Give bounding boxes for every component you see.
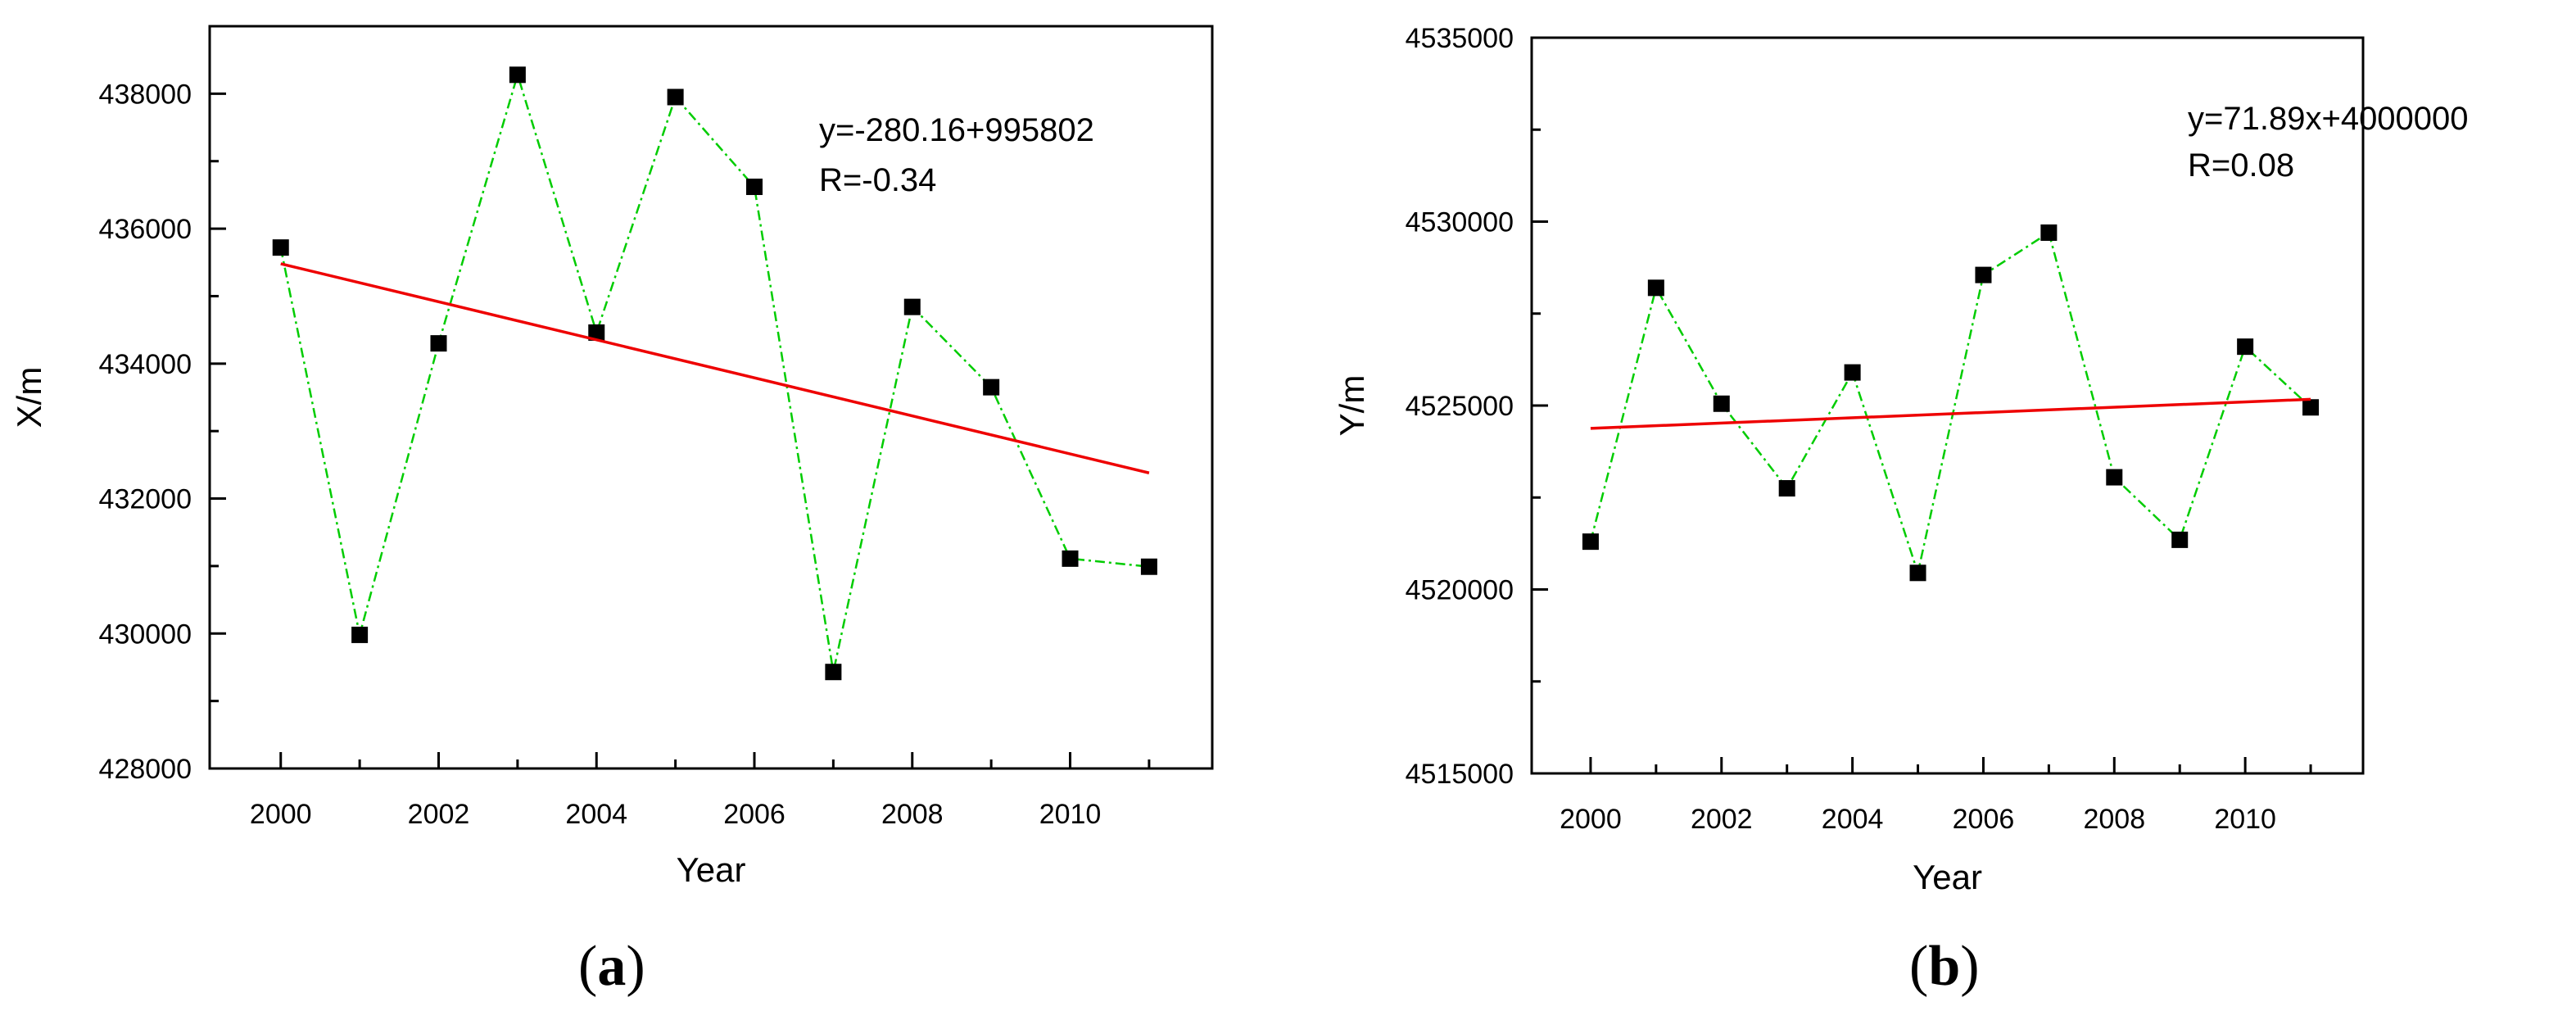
y-tick-label: 430000 — [99, 619, 192, 650]
y-tick-label: 428000 — [99, 754, 192, 785]
x-tick-label: 2004 — [565, 799, 627, 830]
data-point — [1140, 558, 1157, 575]
y-tick-label: 438000 — [99, 79, 192, 110]
x-axis-label: Year — [677, 850, 746, 889]
data-point — [746, 179, 763, 196]
chart-b: 2000 2002 2004 2006 2008 2010 4515000 4520000 45… — [1333, 23, 2469, 896]
regression-equation: y=71.89x+4000000 — [2188, 101, 2469, 137]
series-line — [279, 70, 1150, 673]
fit-line — [1590, 397, 2311, 430]
y-axis-label: X/m — [10, 367, 48, 428]
y-tick-label: 4520000 — [1406, 575, 1514, 606]
x-tick-label: 2006 — [1953, 804, 2015, 835]
data-point — [2302, 399, 2320, 416]
x-tick-label: 2008 — [2083, 804, 2145, 835]
data-point — [588, 324, 605, 341]
x-axis-label: Year — [1913, 858, 1982, 896]
data-point — [667, 88, 684, 106]
x-tick-label: 2004 — [1822, 804, 1884, 835]
x-tick-label: 2000 — [1560, 804, 1622, 835]
x-tick-label: 2006 — [723, 799, 785, 830]
data-point — [1778, 480, 1795, 497]
y-tick-label: 4525000 — [1406, 391, 1514, 422]
data-point — [825, 664, 842, 681]
data-point — [2040, 224, 2058, 241]
data-point — [1582, 533, 1599, 551]
panel-label-a: (a) — [578, 935, 645, 998]
data-point — [2237, 338, 2254, 356]
data-point — [509, 66, 526, 84]
y-tick-label: 4530000 — [1406, 207, 1514, 238]
y-tick-label: 434000 — [99, 349, 192, 380]
plot-frame — [208, 25, 1214, 770]
y-tick-label: 436000 — [99, 214, 192, 245]
panel-label-b: (b) — [1909, 935, 1980, 998]
series-line — [1589, 231, 2311, 578]
data-point — [903, 298, 921, 315]
y-axis-label: Y/m — [1333, 375, 1371, 437]
correlation-coefficient: R=-0.34 — [819, 162, 936, 198]
y-tick-label: 4515000 — [1406, 759, 1514, 790]
data-point — [983, 379, 1000, 396]
data-point — [272, 239, 289, 256]
data-point — [2171, 531, 2189, 548]
correlation-coefficient: R=0.08 — [2188, 147, 2294, 184]
data-point — [1713, 395, 1730, 412]
y-tick-label: 432000 — [99, 484, 192, 515]
x-tick-label: 2002 — [408, 799, 470, 830]
chart-a: 2000 2002 2004 2006 2008 2010 428000 430000 4320… — [10, 25, 1214, 889]
data-point — [1909, 564, 1926, 582]
x-tick-label: 2008 — [881, 799, 944, 830]
y-tick-label: 4535000 — [1406, 23, 1514, 54]
data-point — [351, 626, 369, 643]
data-point — [1647, 279, 1664, 297]
fit-line — [280, 262, 1150, 474]
x-tick-label: 2010 — [1039, 799, 1102, 830]
data-point — [430, 335, 447, 352]
data-point — [1975, 266, 1992, 283]
data-point — [2106, 469, 2123, 486]
regression-equation: y=-280.16+995802 — [819, 112, 1094, 148]
x-tick-label: 2010 — [2214, 804, 2276, 835]
data-point — [1844, 364, 1861, 381]
data-point — [1062, 550, 1079, 567]
x-tick-label: 2000 — [250, 799, 312, 830]
x-tick-label: 2002 — [1691, 804, 1753, 835]
